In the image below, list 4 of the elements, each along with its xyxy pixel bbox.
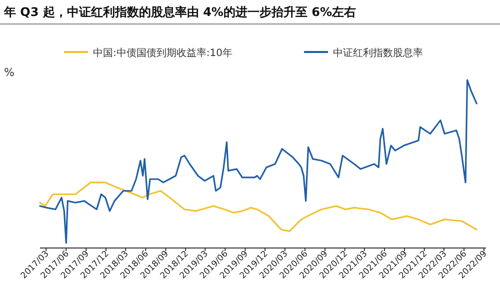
legend-label: 中国:中债国债到期收益率:10年	[93, 47, 232, 59]
y-axis-title: %	[4, 66, 14, 79]
chart-title: 年 Q3 起，中证红利指数的股息率由 4%的进一步抬升至 6%左右	[3, 5, 356, 19]
legend-label: 中证红利指数股息率	[333, 47, 423, 59]
